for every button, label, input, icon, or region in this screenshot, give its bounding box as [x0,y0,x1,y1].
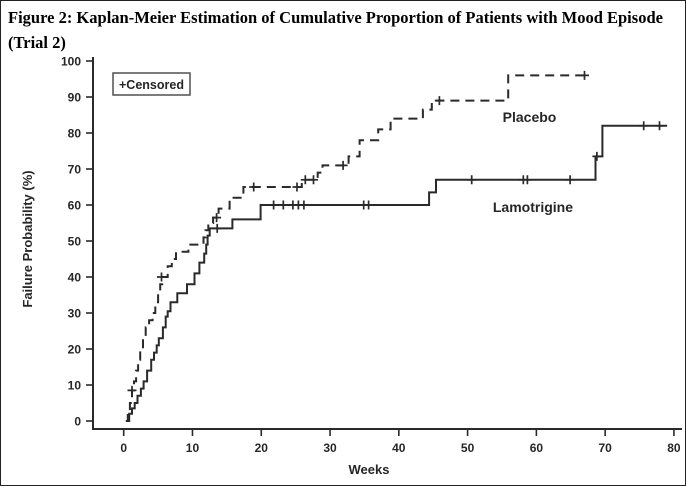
lamotrigine-curve [127,124,668,422]
x-tick-label: 70 [598,441,612,455]
placebo-curve [125,74,588,422]
y-tick-label: 10 [68,379,82,393]
x-tick-label: 0 [120,441,127,455]
y-axis-title: Failure Probability (%) [20,170,35,307]
censored-legend-label: +Censored [119,78,184,92]
x-tick-label: 40 [392,441,406,455]
y-tick-label: 100 [61,55,81,69]
censored-legend-box [112,72,191,96]
y-tick-label: 60 [68,199,82,213]
lamotrigine-censor-marks [212,121,664,233]
placebo-series-label: Placebo [503,109,557,125]
y-tick-label: 50 [68,235,82,249]
x-tick-label: 50 [461,441,475,455]
y-tick-label: 40 [68,271,82,285]
y-tick-label: 80 [68,127,82,141]
y-tick-label: 20 [68,343,82,357]
x-tick-label: 20 [255,441,269,455]
x-tick-label: 30 [323,441,337,455]
x-tick-label: 80 [667,441,681,455]
y-tick-label: 70 [68,163,82,177]
y-tick-label: 30 [68,307,82,321]
lamotrigine-series-label: Lamotrigine [493,199,573,215]
figure-title: Figure 2: Kaplan-Meier Estimation of Cum… [8,8,663,52]
x-tick-label: 10 [186,441,200,455]
x-tick-label: 60 [530,441,544,455]
placebo-censor-marks [127,70,589,395]
y-tick-label: 90 [68,91,82,105]
y-tick-label: 0 [74,415,81,429]
x-axis-title: Weeks [349,462,390,477]
axes-lines [92,57,682,430]
